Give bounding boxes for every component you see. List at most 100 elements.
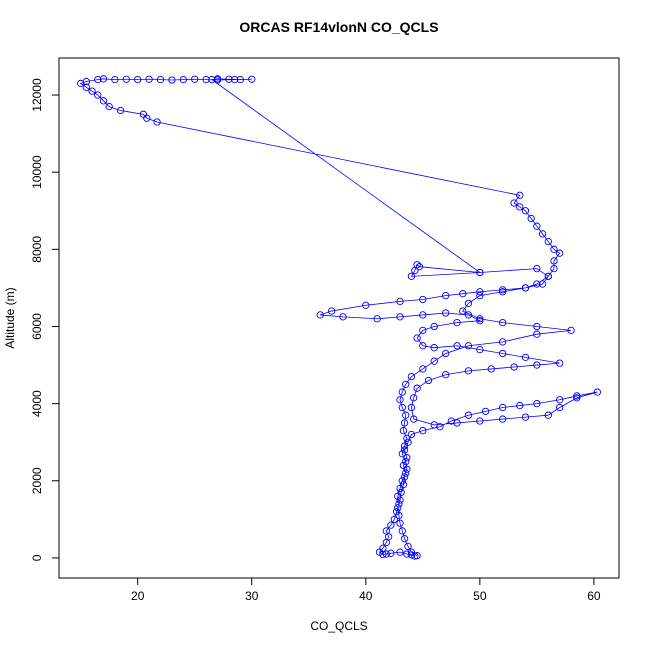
data-point [410,415,418,423]
data-point [390,515,398,524]
data-point [413,334,421,342]
data-point [567,326,575,334]
data-point [533,330,541,338]
data-point [387,521,395,529]
data-point [82,83,91,91]
data-point [402,457,410,466]
data-point [419,365,427,373]
data-point [396,313,404,321]
data-point [499,288,507,296]
data-point [400,446,409,454]
data-point [395,511,403,520]
data-point [533,264,541,273]
data-point [236,75,244,84]
chart-title: ORCAS RF14vlonN CO_QCLS [239,19,438,35]
data-point [396,297,404,306]
data-point [499,403,507,412]
data-point [481,407,490,416]
data-point [407,430,416,439]
data-point [398,450,406,458]
data-point [476,417,484,425]
data-point [533,222,541,230]
data-point [499,338,507,346]
data-point [441,309,450,317]
data-point [407,403,416,412]
data-point [94,75,102,84]
data-point [156,75,165,84]
data-point [202,75,210,84]
data-point [453,318,461,327]
data-point [544,237,552,246]
data-point [387,549,395,557]
data-point [413,384,421,392]
data-point [413,551,421,560]
data-point [339,313,347,321]
data-point [396,519,404,527]
data-point [544,411,552,419]
data-point [464,342,473,350]
data-point [415,263,424,271]
y-tick-label: 4000 [30,390,44,417]
data-point [379,544,387,552]
data-point [99,97,108,105]
x-tick-label: 40 [359,589,373,603]
data-point [392,507,401,516]
data-point [573,392,581,400]
data-point [99,75,108,83]
data-point [476,268,484,277]
data-point [327,307,336,315]
data-point [419,311,427,319]
data-point [373,315,381,323]
data-point [396,396,404,404]
data-point [382,550,390,558]
data-point [544,272,552,280]
data-point [413,261,421,269]
data-point [362,301,370,309]
x-axis-label: CO_QCLS [310,619,367,633]
data-point [407,272,416,280]
data-point [533,322,541,331]
data-point [516,191,524,199]
data-point [476,317,484,325]
data-point [407,551,416,559]
y-tick-label: 2000 [30,467,44,494]
data-point [143,114,151,122]
data-point [394,504,402,512]
data-point [550,257,558,265]
data-point [400,419,409,427]
data-point [122,75,130,83]
data-point [168,76,176,84]
data-point [533,399,541,408]
data-point [316,311,324,319]
data-point [430,322,438,331]
data-point [398,388,406,396]
x-tick-label: 50 [473,589,487,603]
data-point [396,496,404,504]
data-point [521,413,530,421]
plot-frame [58,57,620,579]
data-point [382,527,390,535]
data-point [476,288,484,296]
data-point [134,75,142,84]
y-tick-label: 8000 [30,236,44,263]
data-point [527,214,535,223]
data-point [556,403,564,412]
data-point [248,75,256,83]
data-point [398,527,406,535]
data-point [88,87,96,95]
data-point [230,75,239,84]
data-point [556,249,564,257]
data-point [593,388,601,396]
data-point [487,365,495,373]
x-tick-label: 30 [245,589,259,603]
data-point [550,264,558,273]
data-point [402,469,410,477]
data-point [459,307,467,315]
data-point [145,75,153,83]
data-point [499,286,507,294]
data-point [453,419,461,427]
data-point [419,295,427,304]
data-point [476,291,484,300]
data-point [419,426,427,435]
